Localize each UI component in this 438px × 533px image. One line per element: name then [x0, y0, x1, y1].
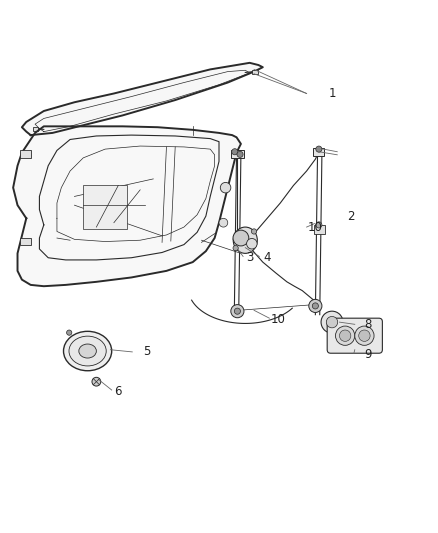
Bar	[33, 127, 38, 131]
Circle shape	[237, 151, 243, 157]
Circle shape	[316, 222, 322, 228]
Bar	[314, 225, 325, 233]
Bar	[313, 148, 324, 156]
Text: 3: 3	[246, 251, 253, 264]
Circle shape	[219, 219, 228, 227]
Ellipse shape	[79, 344, 96, 358]
Circle shape	[251, 229, 257, 234]
Circle shape	[336, 326, 355, 345]
Circle shape	[234, 308, 240, 314]
Circle shape	[232, 149, 238, 155]
Bar	[231, 150, 244, 158]
Ellipse shape	[69, 336, 106, 366]
Ellipse shape	[64, 332, 112, 371]
Circle shape	[67, 330, 72, 335]
Bar	[20, 150, 31, 158]
Circle shape	[312, 303, 318, 309]
Text: 2: 2	[346, 209, 354, 223]
Circle shape	[359, 330, 370, 342]
Circle shape	[247, 238, 257, 249]
Text: 8: 8	[364, 318, 371, 331]
Circle shape	[220, 182, 231, 193]
Text: 9: 9	[364, 349, 372, 361]
Text: 1: 1	[329, 87, 337, 100]
Circle shape	[233, 246, 238, 251]
Text: 5: 5	[143, 345, 150, 358]
Circle shape	[321, 311, 343, 333]
Polygon shape	[22, 63, 263, 135]
Ellipse shape	[233, 227, 258, 253]
Text: 10: 10	[271, 312, 286, 326]
Circle shape	[355, 326, 374, 345]
Circle shape	[92, 377, 101, 386]
Circle shape	[326, 317, 338, 328]
Bar	[252, 70, 258, 74]
Bar	[20, 238, 31, 246]
Text: 6: 6	[114, 385, 122, 398]
Text: 10: 10	[308, 221, 323, 233]
Circle shape	[233, 230, 249, 246]
Polygon shape	[13, 126, 241, 286]
Bar	[83, 185, 127, 229]
Circle shape	[316, 146, 322, 152]
Text: 4: 4	[263, 251, 271, 264]
Circle shape	[309, 300, 322, 312]
Circle shape	[339, 330, 351, 342]
FancyBboxPatch shape	[327, 318, 382, 353]
Circle shape	[231, 304, 244, 318]
